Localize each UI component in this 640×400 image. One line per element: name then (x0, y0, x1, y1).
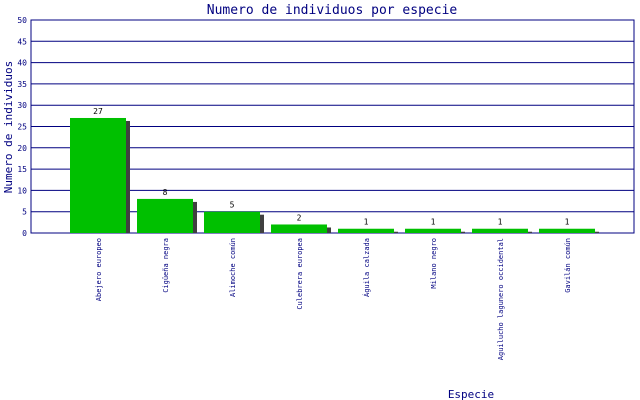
bar (70, 117, 126, 233)
x-tick-label: Culebrera europea (296, 238, 304, 310)
y-tick-label: 45 (17, 37, 27, 46)
bar (472, 228, 528, 233)
value-label: 27 (93, 107, 103, 116)
y-tick-label: 35 (17, 80, 27, 89)
y-tick-label: 0 (22, 229, 27, 238)
x-tick-label: Cigüeña negra (162, 238, 170, 293)
bar (204, 211, 260, 233)
value-label: 5 (230, 201, 235, 210)
y-axis-label: Numero de individuos (2, 61, 15, 193)
value-label: 1 (565, 218, 570, 227)
bar (539, 228, 595, 233)
x-tick-label: Gavilán común (564, 238, 572, 293)
y-tick-label: 50 (17, 16, 27, 25)
y-tick-label: 15 (17, 165, 27, 174)
value-label: 1 (364, 218, 369, 227)
plot-frame (30, 19, 635, 234)
y-tick-label: 40 (17, 59, 27, 68)
bar (271, 224, 327, 233)
y-tick-label: 5 (22, 208, 27, 217)
y-tick-label: 10 (17, 186, 27, 195)
value-label: 8 (163, 188, 168, 197)
bar (338, 228, 394, 233)
x-axis-label: Especie (448, 388, 494, 400)
x-tick-label: Abejero europeo (95, 238, 103, 301)
value-label: 2 (297, 213, 302, 222)
x-tick-label: Alimoche común (229, 238, 237, 297)
y-tick-label: 30 (17, 101, 27, 110)
x-tick-label: Milano negro (430, 238, 438, 289)
bar (405, 228, 461, 233)
bar (137, 198, 193, 233)
x-tick-label: Aguilucho lagunero occidental (497, 238, 505, 360)
value-label: 1 (431, 218, 436, 227)
chart-title: Numero de individuos por especie (207, 3, 458, 18)
x-tick-label: Águila calzada (362, 238, 371, 297)
y-tick-label: 25 (17, 123, 27, 132)
y-tick-label: 20 (17, 144, 27, 153)
value-label: 1 (498, 218, 503, 227)
